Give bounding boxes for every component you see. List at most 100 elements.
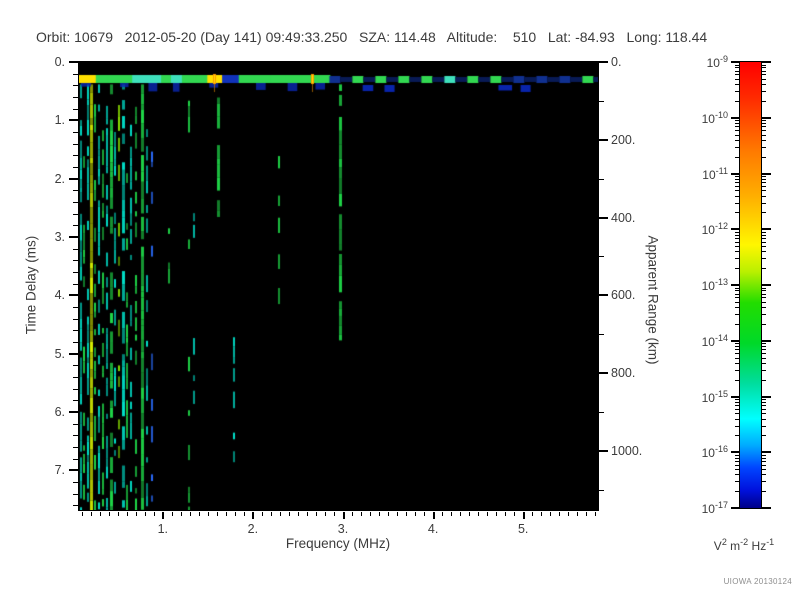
colorbar-minor-tick [735,234,739,236]
x-axis-tick-label: 4. [427,522,439,536]
colorbar-minor-tick [762,91,766,93]
x-axis-minor-tick [469,512,471,516]
x-axis-minor-tick [189,512,191,516]
range-axis-minor-tick [599,412,604,413]
colorbar-major-tick [762,284,771,286]
colorbar-minor-tick [735,464,739,466]
colorbar-minor-tick [762,134,766,136]
colorbar-tick-label: 10-14 [701,332,728,349]
y-axis-minor-tick [73,493,78,495]
colorbar-minor-tick [735,134,739,136]
colorbar-minor-tick [762,84,766,86]
colorbar-minor-tick [735,474,739,476]
orbit-info-header: Orbit: 10679 2012-05-20 (Day 141) 09:49:… [36,29,708,45]
range-axis-major-tick [599,449,608,452]
y-axis-minor-tick [73,505,78,507]
colorbar-minor-tick [735,307,739,309]
colorbar-minor-tick [735,251,739,253]
colorbar-major-tick [762,395,771,398]
x-axis-minor-tick [135,512,137,516]
x-axis-tick-label: 3. [337,522,349,536]
colorbar-minor-tick [735,405,739,407]
colorbar-minor-tick [762,464,766,466]
colorbar-minor-tick [762,100,766,102]
x-axis-minor-tick [424,512,426,516]
x-axis-minor-tick [541,512,543,516]
y-axis-major-tick [69,411,78,413]
colorbar-minor-tick [762,314,766,316]
y-axis-minor-tick [73,342,78,343]
x-axis-minor-tick [171,512,173,516]
x-axis-label: Frequency (MHz) [285,536,391,551]
colorbar-minor-tick [762,182,766,184]
colorbar-minor-tick [735,413,739,415]
colorbar-minor-tick [762,460,766,462]
colorbar-minor-tick [735,408,739,410]
colorbar-major-tick [762,228,771,231]
colorbar-major-tick [762,172,771,175]
range-axis-major-tick [599,372,608,375]
colorbar-units-label: V2 m-2 Hz-1 [713,537,775,553]
x-axis-minor-tick [478,512,480,516]
colorbar-minor-tick [762,405,766,407]
colorbar-minor-tick [762,258,766,260]
colorbar-minor-tick [735,457,739,459]
colorbar-minor-tick [762,469,766,471]
x-axis-minor-tick [99,512,101,516]
colorbar-minor-tick [735,212,739,214]
colorbar-minor-tick [762,413,766,415]
colorbar-minor-tick [735,435,739,437]
x-axis-minor-tick [180,512,182,516]
x-axis-minor-tick [225,512,227,516]
range-axis-minor-tick [599,334,604,336]
x-axis-tick-label: 2. [247,522,259,536]
x-axis-minor-tick [306,512,308,516]
x-axis-minor-tick [352,512,354,516]
x-axis-minor-tick [144,512,146,516]
x-axis-minor-tick [442,512,444,516]
colorbar-minor-tick [762,343,766,345]
colorbar-major-tick [762,507,771,509]
y-axis-tick-label: 6. [54,405,65,419]
y-axis-minor-tick [73,132,78,133]
colorbar-minor-tick [735,401,739,403]
colorbar-minor-tick [762,251,766,253]
y-axis-major-tick [69,119,78,122]
x-axis-tick-label: 5. [517,522,529,536]
colorbar-minor-tick [762,70,766,72]
colorbar-minor-tick [735,74,739,76]
colorbar-minor-tick [762,399,766,401]
y-axis-tick-label: 0. [54,55,65,69]
colorbar-tick-label: 10-9 [706,54,728,70]
colorbar-minor-tick [762,369,766,371]
colorbar-minor-tick [762,237,766,239]
colorbar-minor-tick [735,231,739,233]
colorbar-gradient [739,61,762,509]
colorbar-minor-tick [762,401,766,403]
colorbar-minor-tick [762,346,766,348]
colorbar-minor-tick [735,290,739,292]
credit-watermark: UIOWA 20130124 [723,577,792,586]
colorbar-minor-tick [735,91,739,93]
range-axis-tick-label: 400. [611,210,636,225]
colorbar-minor-tick [735,297,739,299]
ionogram-plot-area [78,61,599,511]
colorbar-major-tick [731,339,740,342]
colorbar-minor-tick [762,379,766,381]
x-axis-minor-tick [198,512,200,516]
colorbar-minor-tick [735,120,739,122]
range-axis-tick-label: 0. [611,55,622,69]
x-axis-minor-tick [370,512,372,516]
x-axis-minor-tick [388,512,390,516]
colorbar-major-tick [762,339,771,342]
y-axis-minor-tick [73,260,78,262]
colorbar-minor-tick [735,346,739,348]
colorbar-minor-tick [735,67,739,69]
colorbar-major-tick [762,116,771,119]
range-axis-tick-label: 600. [611,288,636,303]
y-axis-minor-tick [73,423,78,425]
range-axis-tick-label: 800. [611,366,636,381]
x-axis-minor-tick [586,512,588,516]
x-axis-major-tick [522,512,525,519]
x-axis-minor-tick [288,512,290,516]
